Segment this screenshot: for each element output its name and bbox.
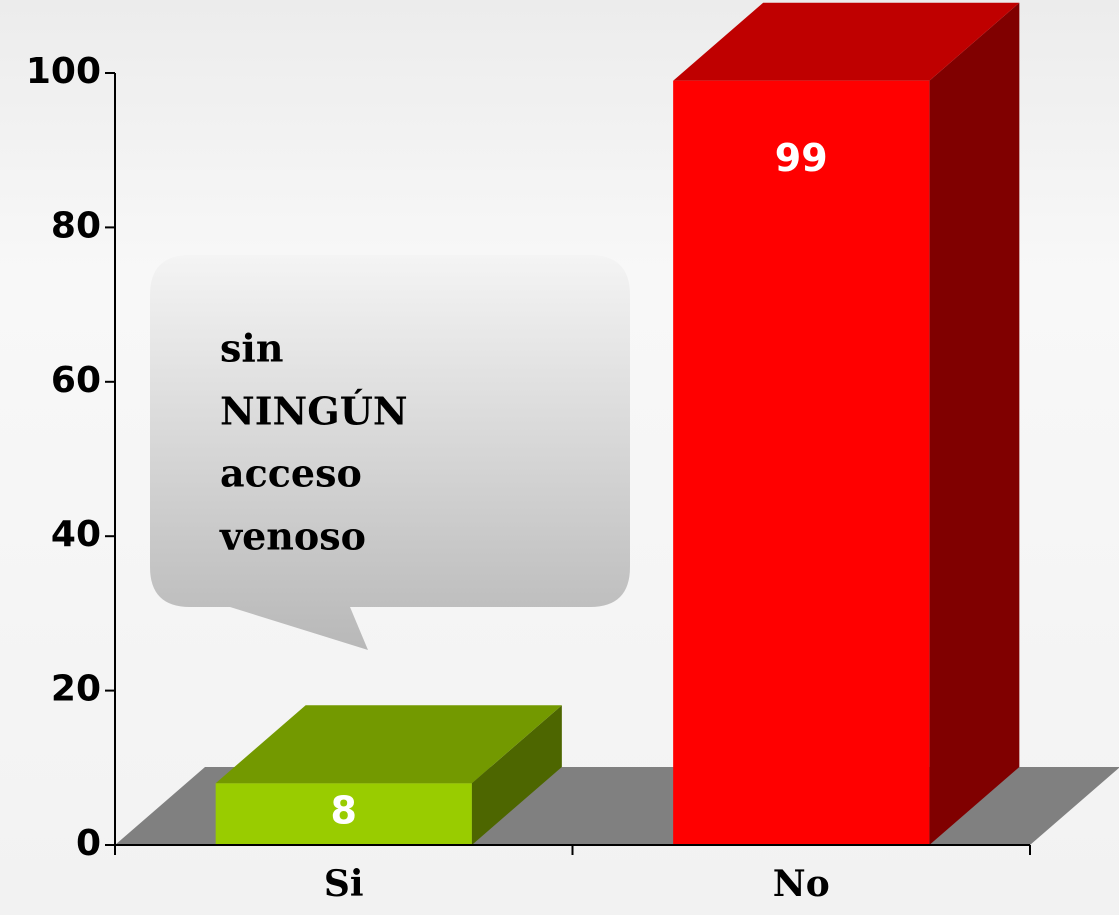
y-tick-label: 60	[51, 360, 101, 401]
y-tick-label: 0	[76, 823, 101, 864]
annotation-line: NINGÚN	[220, 389, 408, 434]
bar-top	[215, 705, 562, 784]
bar-group: 99	[673, 2, 1020, 846]
callout: sin NINGÚN acceso venoso	[150, 255, 630, 650]
bar-side	[471, 705, 562, 845]
y-tick-label: 20	[51, 669, 101, 710]
callout-bubble	[150, 255, 630, 650]
annotation-line: acceso	[220, 451, 362, 496]
x-tick-label: No	[773, 863, 830, 905]
bar	[215, 783, 472, 845]
value-label: 8	[331, 789, 357, 833]
bar-side	[929, 2, 1020, 846]
x-tick-label: Si	[324, 863, 364, 905]
bar-group: 8	[215, 705, 562, 845]
y-tick-label: 40	[51, 514, 101, 555]
annotation-line: venoso	[219, 514, 366, 559]
bar-top	[673, 2, 1020, 81]
y-tick-label: 100	[26, 51, 101, 92]
annotation-line: sin	[220, 326, 283, 371]
y-tick-label: 80	[51, 205, 101, 246]
value-label: 99	[775, 136, 828, 180]
bar	[673, 80, 930, 846]
